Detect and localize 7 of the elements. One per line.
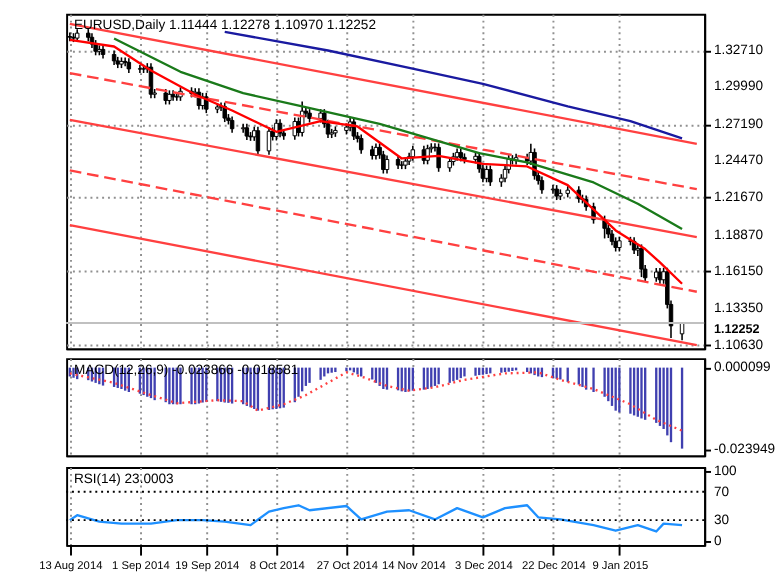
candlestick [436,142,441,173]
candlestick [488,164,493,187]
line-series [112,37,684,231]
line-series [68,38,684,285]
line-series [223,30,684,140]
candlestick [550,184,556,195]
line-series [68,504,684,533]
